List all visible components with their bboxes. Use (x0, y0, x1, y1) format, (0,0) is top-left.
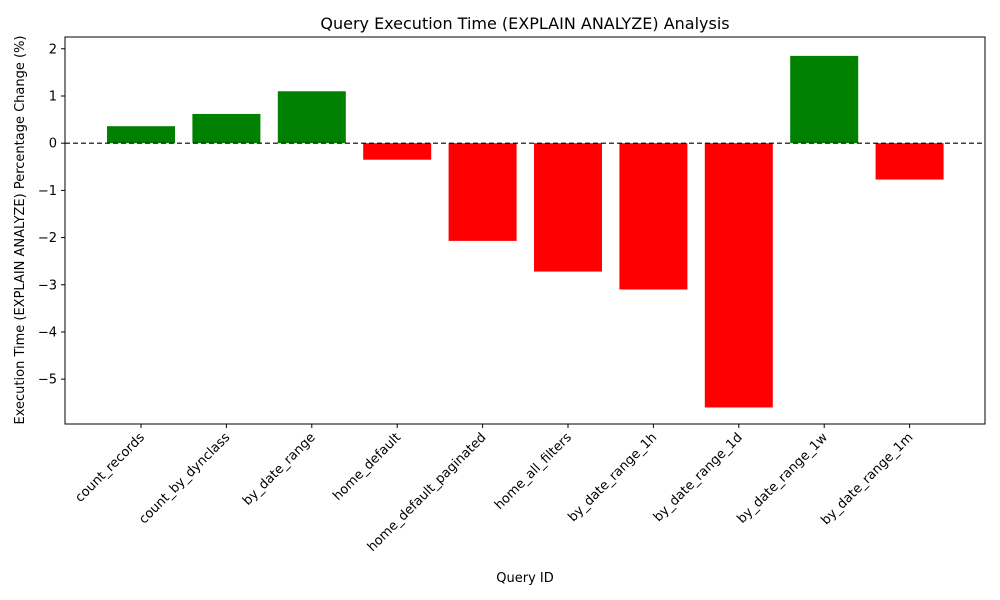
bar-by_date_range (277, 91, 346, 144)
bars-group (107, 55, 944, 408)
x-tick-label: by_date_range_1d (651, 430, 746, 525)
x-tick-label: count_by_dynclass (136, 430, 233, 527)
x-tick-label: by_date_range_1w (735, 430, 832, 527)
bar-home_default (363, 143, 432, 160)
bar-home_all_filters (534, 143, 602, 272)
bar-home_default_paginated (448, 143, 517, 241)
chart-title: Query Execution Time (EXPLAIN ANALYZE) A… (320, 14, 729, 33)
x-tick-label: by_date_range_1h (565, 430, 660, 525)
y-tick-label: 0 (49, 137, 57, 152)
y-tick-label: −3 (38, 278, 57, 293)
y-tick-label: 2 (49, 42, 57, 57)
x-tick-label: count_records (73, 430, 148, 505)
x-tick-label: by_date_range (240, 430, 319, 509)
y-axis: 2 1 0 −1 −2 −3 −4 −5 (38, 42, 65, 388)
bar-by_date_range_1h (619, 143, 688, 290)
bar-by_date_range_1m (875, 143, 944, 180)
bar-by_date_range_1w (790, 55, 859, 144)
y-tick-label: −2 (38, 231, 57, 246)
x-tick-label: home_default (330, 430, 404, 504)
y-tick-label: 1 (49, 89, 57, 104)
plot-area-frame (64, 36, 986, 425)
x-tick-label: home_all_filters (492, 430, 575, 513)
y-axis-label: Execution Time (EXPLAIN ANALYZE) Percent… (13, 36, 28, 425)
bar-count_by_dynclass (192, 113, 261, 144)
y-tick-label: −4 (38, 325, 57, 340)
x-axis-label: Query ID (496, 571, 553, 586)
bar-by_date_range_1d (704, 143, 773, 408)
bar-count_records (107, 126, 175, 144)
y-tick-label: −1 (38, 184, 57, 199)
y-tick-label: −5 (38, 373, 57, 388)
x-tick-label: by_date_range_1m (818, 430, 916, 528)
